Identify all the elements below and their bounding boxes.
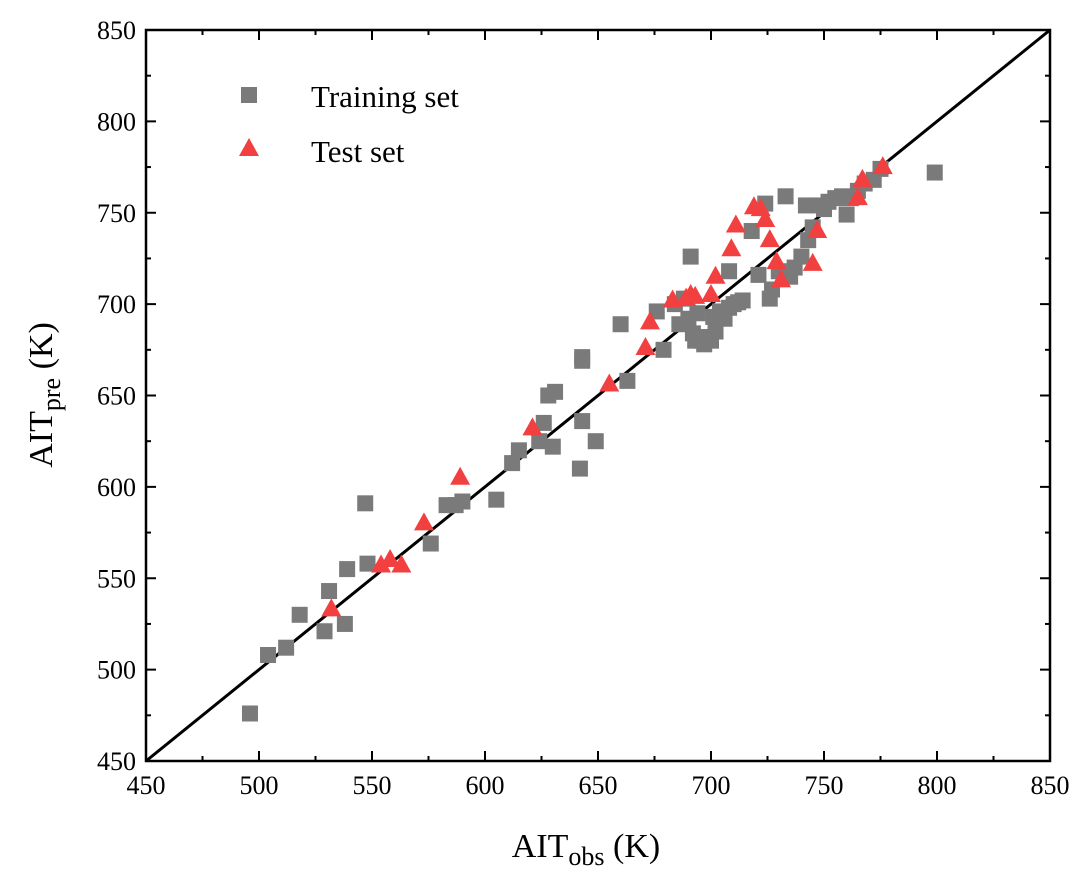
test-point xyxy=(450,466,471,485)
y-tick-label: 850 xyxy=(97,16,136,45)
training-point xyxy=(612,316,629,333)
legend-marker-test xyxy=(239,138,259,156)
test-point xyxy=(766,251,787,270)
reference-line-y-equals-x xyxy=(146,30,1050,761)
y-axis-title: AITpre (K) xyxy=(23,322,66,468)
training-point xyxy=(574,413,591,430)
training-point xyxy=(316,623,333,640)
training-point xyxy=(547,383,564,400)
training-point xyxy=(336,615,353,632)
x-tick-label: 650 xyxy=(579,771,618,800)
training-point xyxy=(488,491,505,508)
x-tick-label: 700 xyxy=(692,771,731,800)
test-point xyxy=(413,512,434,531)
training-point xyxy=(707,323,724,340)
data-points xyxy=(241,156,943,722)
training-point xyxy=(721,263,738,280)
test-point xyxy=(771,269,792,288)
test-point xyxy=(635,336,656,355)
training-point xyxy=(689,305,706,322)
training-point xyxy=(793,248,810,265)
test-point xyxy=(807,220,828,239)
test-point xyxy=(639,311,660,330)
training-point xyxy=(531,433,548,450)
tick-labels: 450 500 550 600 650 700 750 800 850 450 500 550 600 6… xyxy=(97,16,1070,800)
training-point xyxy=(777,188,794,205)
x-tick-label: 450 xyxy=(127,771,166,800)
test-point xyxy=(852,168,873,187)
training-point xyxy=(750,266,767,283)
test-point xyxy=(755,209,776,228)
training-point xyxy=(926,164,943,181)
plot-frame xyxy=(144,28,1052,763)
training-point xyxy=(339,561,356,578)
training-point xyxy=(734,292,751,309)
training-point xyxy=(241,705,258,722)
legend-label-training: Training set xyxy=(311,79,459,114)
test-point xyxy=(701,283,721,302)
training-point xyxy=(359,555,376,572)
training-point xyxy=(321,583,338,600)
training-point xyxy=(357,495,374,512)
test-point xyxy=(522,417,543,436)
training-point xyxy=(504,455,521,472)
training-point xyxy=(574,349,591,366)
y-tick-label: 450 xyxy=(97,747,136,776)
y-tick-label: 650 xyxy=(97,382,136,411)
y-tick-label: 500 xyxy=(97,656,136,685)
x-tick-label: 550 xyxy=(353,771,392,800)
x-tick-label: 750 xyxy=(805,771,844,800)
y-tick-label: 600 xyxy=(97,473,136,502)
test-point xyxy=(721,238,742,257)
test-point xyxy=(802,252,823,271)
training-point xyxy=(510,442,527,459)
legend-marker-training xyxy=(241,87,257,103)
x-tick-label: 500 xyxy=(240,771,279,800)
y-tick-label: 750 xyxy=(97,199,136,228)
training-point xyxy=(838,206,855,223)
training-point xyxy=(535,414,552,431)
test-point xyxy=(847,187,868,206)
y-tick-label: 700 xyxy=(97,290,136,319)
test-point xyxy=(759,229,780,248)
training-point xyxy=(278,639,295,656)
test-point xyxy=(705,265,726,284)
test-point xyxy=(685,285,706,304)
training-point xyxy=(260,647,277,664)
training-point xyxy=(682,248,699,265)
training-point xyxy=(587,433,604,450)
test-point xyxy=(872,156,893,175)
x-tick-label: 800 xyxy=(918,771,957,800)
reference-line-layer xyxy=(146,30,1050,761)
training-point xyxy=(655,341,672,358)
y-tick-label: 550 xyxy=(97,564,136,593)
training-point xyxy=(797,197,814,214)
training-point xyxy=(544,438,561,455)
legend-label-test: Test set xyxy=(311,134,405,169)
test-point xyxy=(371,554,392,573)
training-point xyxy=(648,303,665,320)
training-point xyxy=(454,493,471,510)
test-point xyxy=(725,214,746,233)
test-point xyxy=(662,289,683,308)
test-point xyxy=(321,598,342,617)
test-point xyxy=(599,373,620,392)
test-point xyxy=(380,548,401,567)
training-point xyxy=(291,606,308,623)
x-tick-label: 850 xyxy=(1031,771,1070,800)
training-point xyxy=(619,372,636,389)
training-point xyxy=(422,535,439,552)
training-point xyxy=(571,460,588,477)
x-axis-title: AITobs (K) xyxy=(512,828,660,871)
y-tick-label: 800 xyxy=(97,107,136,136)
x-tick-label: 600 xyxy=(466,771,505,800)
legend: Training set Test set xyxy=(239,79,459,169)
test-point xyxy=(391,554,412,573)
